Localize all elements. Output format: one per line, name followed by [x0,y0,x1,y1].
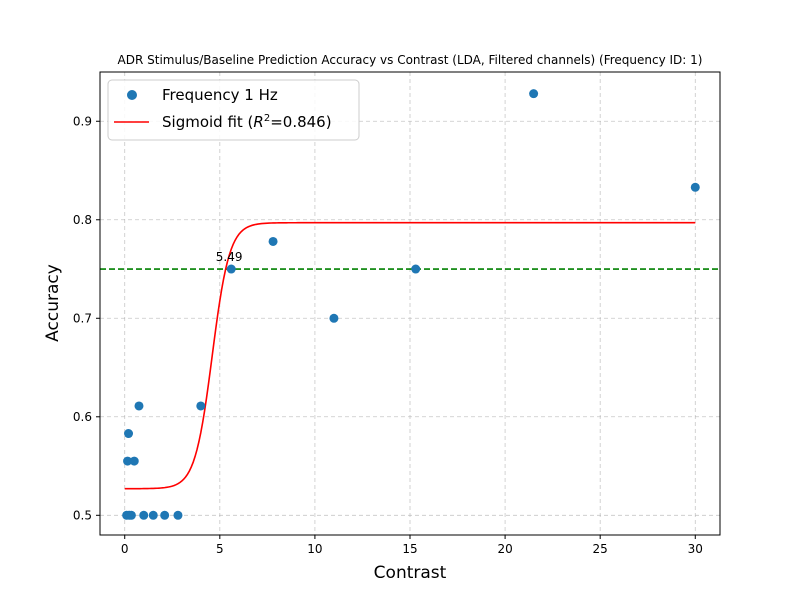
x-tick-label: 30 [688,542,703,556]
x-tick-label: 20 [497,542,512,556]
data-point [196,401,206,411]
x-axis: 0 5 10 15 20 25 30 [121,535,703,556]
x-tick-label: 5 [216,542,224,556]
y-tick-label: 0.7 [73,311,92,325]
points-layer [122,89,700,520]
data-point [124,429,134,439]
legend: Frequency 1 Hz Sigmoid fit (R2=0.846) [107,79,360,141]
data-point [329,313,339,323]
data-point [139,510,149,520]
chart-title: ADR Stimulus/Baseline Prediction Accurac… [118,53,703,67]
legend-label-scatter: Frequency 1 Hz [162,86,278,104]
y-axis: 0.5 0.6 0.7 0.8 0.9 [73,114,100,522]
data-point [160,510,170,520]
legend-marker-scatter [127,90,137,100]
y-tick-label: 0.8 [73,213,92,227]
y-tick-label: 0.5 [73,508,92,522]
y-tick-label: 0.9 [73,114,92,128]
legend-fit-r: R [253,113,263,131]
x-tick-label: 0 [121,542,129,556]
legend-fit-sup: 2 [264,113,270,124]
data-point [268,236,278,246]
data-point [529,89,539,99]
legend-box [107,79,360,141]
annotation-layer: 5.49 [216,250,243,264]
threshold-annotation: 5.49 [216,250,243,264]
fit-layer [124,221,696,490]
x-tick-label: 10 [307,542,322,556]
y-tick-label: 0.6 [73,410,92,424]
data-point [134,401,144,411]
legend-fit-tail: =0.846) [270,113,331,131]
x-tick-label: 25 [593,542,608,556]
data-point [411,264,421,274]
data-point [148,510,158,520]
data-point [126,510,136,520]
legend-label-fit: Sigmoid fit (R2=0.846) [162,113,332,131]
legend-fit-main: Sigmoid fit ( [162,113,253,131]
data-point [129,456,139,466]
y-axis-label: Accuracy [43,264,63,342]
data-point [226,264,236,274]
data-point [173,510,183,520]
x-tick-label: 15 [402,542,417,556]
sigmoid-fit-line [124,221,696,490]
data-point [690,182,700,192]
x-axis-label: Contrast [374,563,447,583]
data-point [123,456,133,466]
